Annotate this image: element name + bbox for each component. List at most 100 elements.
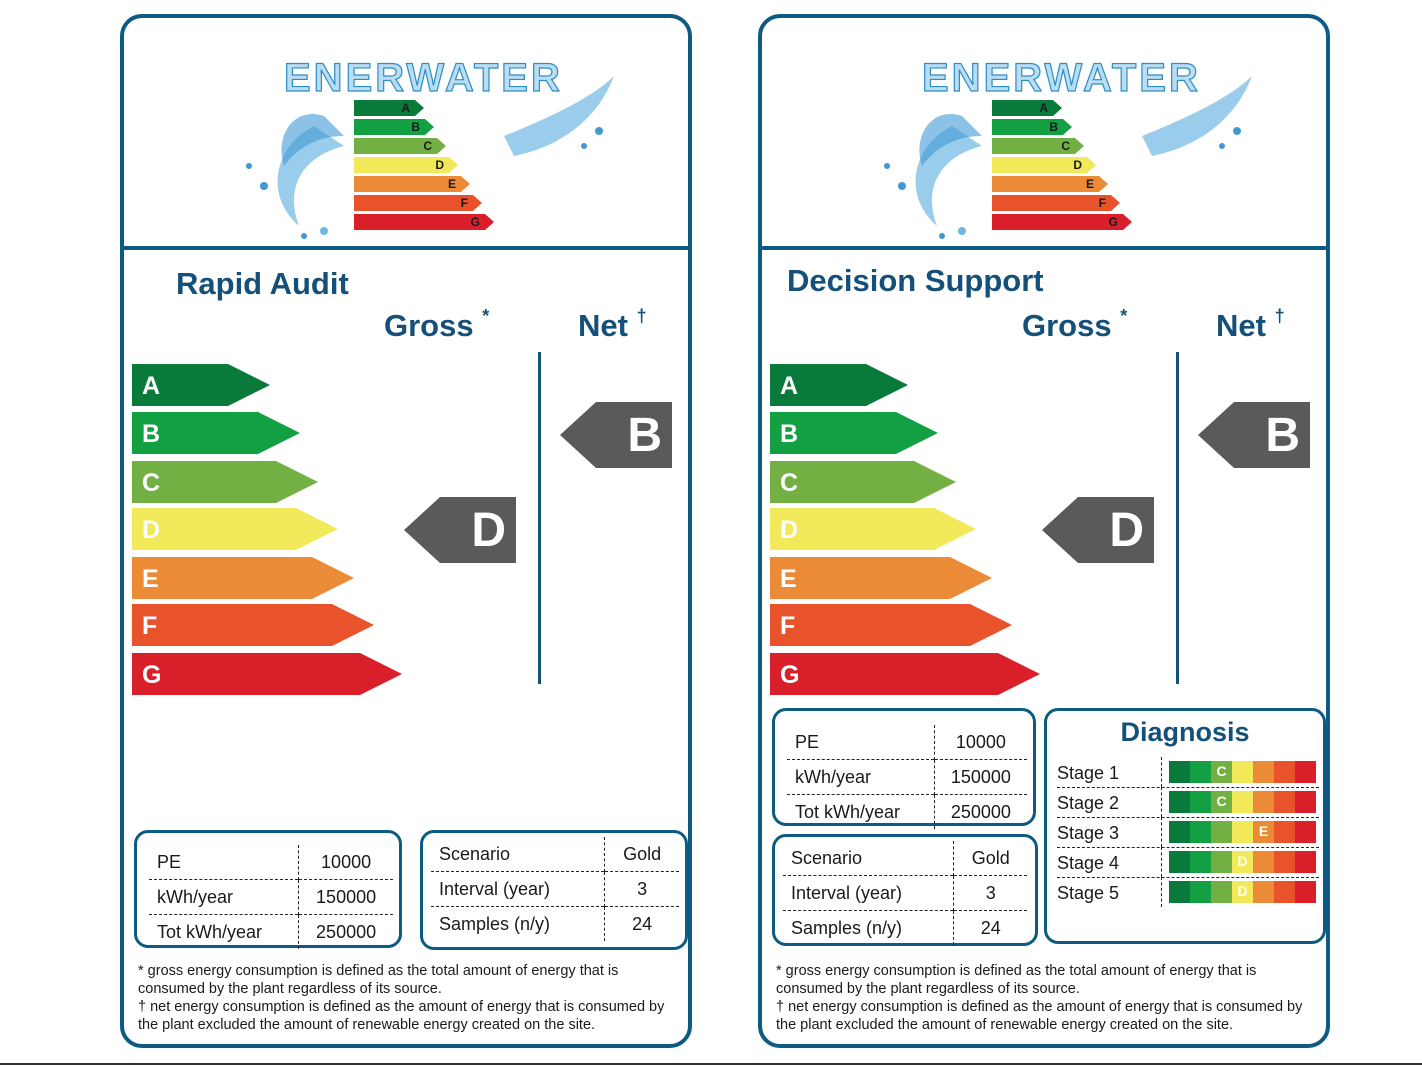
- diagnosis-grade-cell: [1169, 761, 1190, 783]
- table-cell-label: Tot kWh/year: [787, 794, 935, 829]
- table-row: Interval (year) 3: [431, 871, 679, 907]
- diagnosis-grade-cell: [1295, 881, 1316, 903]
- mini-bar-e: E: [354, 176, 470, 192]
- net-heading: Net †: [578, 306, 647, 343]
- table-row: Interval (year) 3: [783, 875, 1027, 911]
- water-splash-icon: [884, 76, 1252, 239]
- diagnosis-grade-cell: [1295, 821, 1316, 843]
- gross-footnote: * gross energy consumption is defined as…: [138, 963, 619, 997]
- diagnosis-grade-cell: [1253, 761, 1274, 783]
- table-row: Tot kWh/year 250000: [149, 914, 393, 949]
- diagnosis-grade-cell: D: [1232, 851, 1253, 873]
- header-divider: [762, 246, 1326, 250]
- scenario-info-table: Scenario Gold Interval (year) 3 Samples (n…: [783, 841, 1027, 945]
- mini-bar-c: C: [992, 138, 1084, 154]
- diagnosis-grade-cell: [1253, 851, 1274, 873]
- diagnosis-grade-strip: C: [1169, 761, 1316, 783]
- table-cell-label: Interval (year): [431, 871, 605, 907]
- grade-bar-g: G: [770, 653, 1040, 695]
- table-cell-label: Samples (n/y): [783, 910, 954, 945]
- table-cell-label: PE: [795, 731, 820, 752]
- diagnosis-separator: [1161, 787, 1162, 817]
- table-cell-label: kWh/year: [149, 879, 299, 915]
- diagnosis-stage-row: Stage 1 C: [1057, 757, 1319, 788]
- diagnosis-stage-row: Stage 2 C: [1057, 787, 1319, 818]
- table-cell-label: Interval (year): [783, 875, 954, 911]
- mini-bar-f: F: [992, 195, 1120, 211]
- diagnosis-row-rule: [1057, 817, 1319, 818]
- diagnosis-stage-row: Stage 5 D: [1057, 877, 1319, 907]
- net-divider: [538, 352, 541, 684]
- table-cell-value: 3: [953, 875, 1027, 911]
- diagnosis-stage-row: Stage 4 D: [1057, 847, 1319, 878]
- diagnosis-separator: [1161, 847, 1162, 877]
- diagnosis-rating: D: [1237, 853, 1248, 869]
- table-cell-value: 150000: [933, 759, 1027, 795]
- diagnosis-grade-cell: [1274, 851, 1295, 873]
- diagnosis-grade-cell: [1274, 791, 1295, 813]
- net-rating-pointer: B: [560, 402, 672, 468]
- diagnosis-grade-strip: C: [1169, 791, 1316, 813]
- diagnosis-separator: [1161, 757, 1162, 787]
- plant-info-box: PE 10000 kWh/year 150000 Tot kWh/year 25000…: [134, 830, 402, 949]
- table-cell-value: 3: [604, 871, 679, 907]
- mini-bar-b: B: [992, 119, 1072, 135]
- diagnosis-grade-cell: C: [1211, 791, 1232, 813]
- diagnosis-separator: [1161, 877, 1162, 907]
- diagnosis-rating: E: [1258, 823, 1269, 839]
- table-cell-label: PE: [157, 851, 182, 872]
- grade-bar-g: G: [132, 653, 402, 695]
- section-title: Decision Support: [787, 263, 1044, 298]
- gross-rating-pointer: D: [404, 497, 516, 563]
- logo-text: ENERWATER: [283, 55, 563, 100]
- mini-bar-g: G: [992, 214, 1132, 230]
- net-heading: Net †: [1216, 306, 1285, 343]
- table-cell-value: 24: [604, 906, 679, 941]
- table-cell-value: 250000: [933, 794, 1027, 829]
- mini-bar-d: D: [992, 157, 1096, 173]
- diagnosis-grade-strip: D: [1169, 881, 1316, 903]
- mini-bar-d: D: [354, 157, 458, 173]
- grade-bar-f: F: [132, 604, 374, 646]
- diagnosis-title: Diagnosis: [1120, 717, 1250, 747]
- mini-bar-a: A: [992, 100, 1062, 116]
- diagnosis-grade-cell: [1274, 821, 1295, 843]
- footnotes: * gross energy consumption is defined as…: [776, 962, 1324, 1034]
- scenario-info-box: Scenario Gold Interval (year) 3 Samples (n…: [772, 834, 1038, 946]
- grade-bar-a: A: [770, 364, 908, 406]
- diagnosis-grade-cell: [1295, 851, 1316, 873]
- diagnosis-grade-cell: [1169, 821, 1190, 843]
- footnotes: * gross energy consumption is defined as…: [138, 962, 686, 1034]
- grade-bar-f: F: [770, 604, 1012, 646]
- diagnosis-grade-cell: [1190, 821, 1211, 843]
- diagnosis-grade-cell: E: [1253, 821, 1274, 843]
- mini-bar-f: F: [354, 195, 482, 211]
- table-row: Scenario Gold: [431, 837, 679, 872]
- diagnosis-box: Diagnosis Stage 1 C Stage 2 C Stage 3 E Stage …: [1044, 708, 1326, 944]
- diagnosis-rating: C: [1216, 763, 1227, 779]
- mini-grade-scale: A B C D E F G: [992, 100, 1132, 233]
- enerwater-logo: ENERWATER A B C D E F G: [842, 36, 1262, 246]
- diagnosis-grade-cell: [1232, 821, 1253, 843]
- diagnosis-rating: C: [1216, 793, 1227, 809]
- net-footnote: † net energy consumption is defined as t…: [138, 999, 665, 1033]
- diagnosis-grade-cell: [1295, 791, 1316, 813]
- table-cell-value: 250000: [298, 914, 393, 949]
- table-row: Samples (n/y) 24: [431, 906, 679, 941]
- page-bottom-rule: [0, 1063, 1422, 1065]
- diagnosis-grade-cell: [1190, 791, 1211, 813]
- grade-bar-c: C: [132, 461, 318, 503]
- diagnosis-grade-cell: [1190, 851, 1211, 873]
- diagnosis-stage-label: Stage 2: [1057, 793, 1120, 813]
- table-cell-value: 10000: [933, 725, 1027, 760]
- table-cell-value: 10000: [298, 845, 393, 880]
- gross-rating-pointer: D: [1042, 497, 1154, 563]
- table-row: Samples (n/y) 24: [783, 910, 1027, 945]
- table-cell-label: Scenario: [439, 843, 511, 864]
- water-splash-icon: [246, 76, 614, 239]
- diagnosis-grade-cell: [1190, 881, 1211, 903]
- diagnosis-grade-cell: [1274, 761, 1295, 783]
- mini-grade-scale: A B C D E F G: [354, 100, 494, 233]
- mini-bar-c: C: [354, 138, 446, 154]
- diagnosis-grade-cell: [1190, 761, 1211, 783]
